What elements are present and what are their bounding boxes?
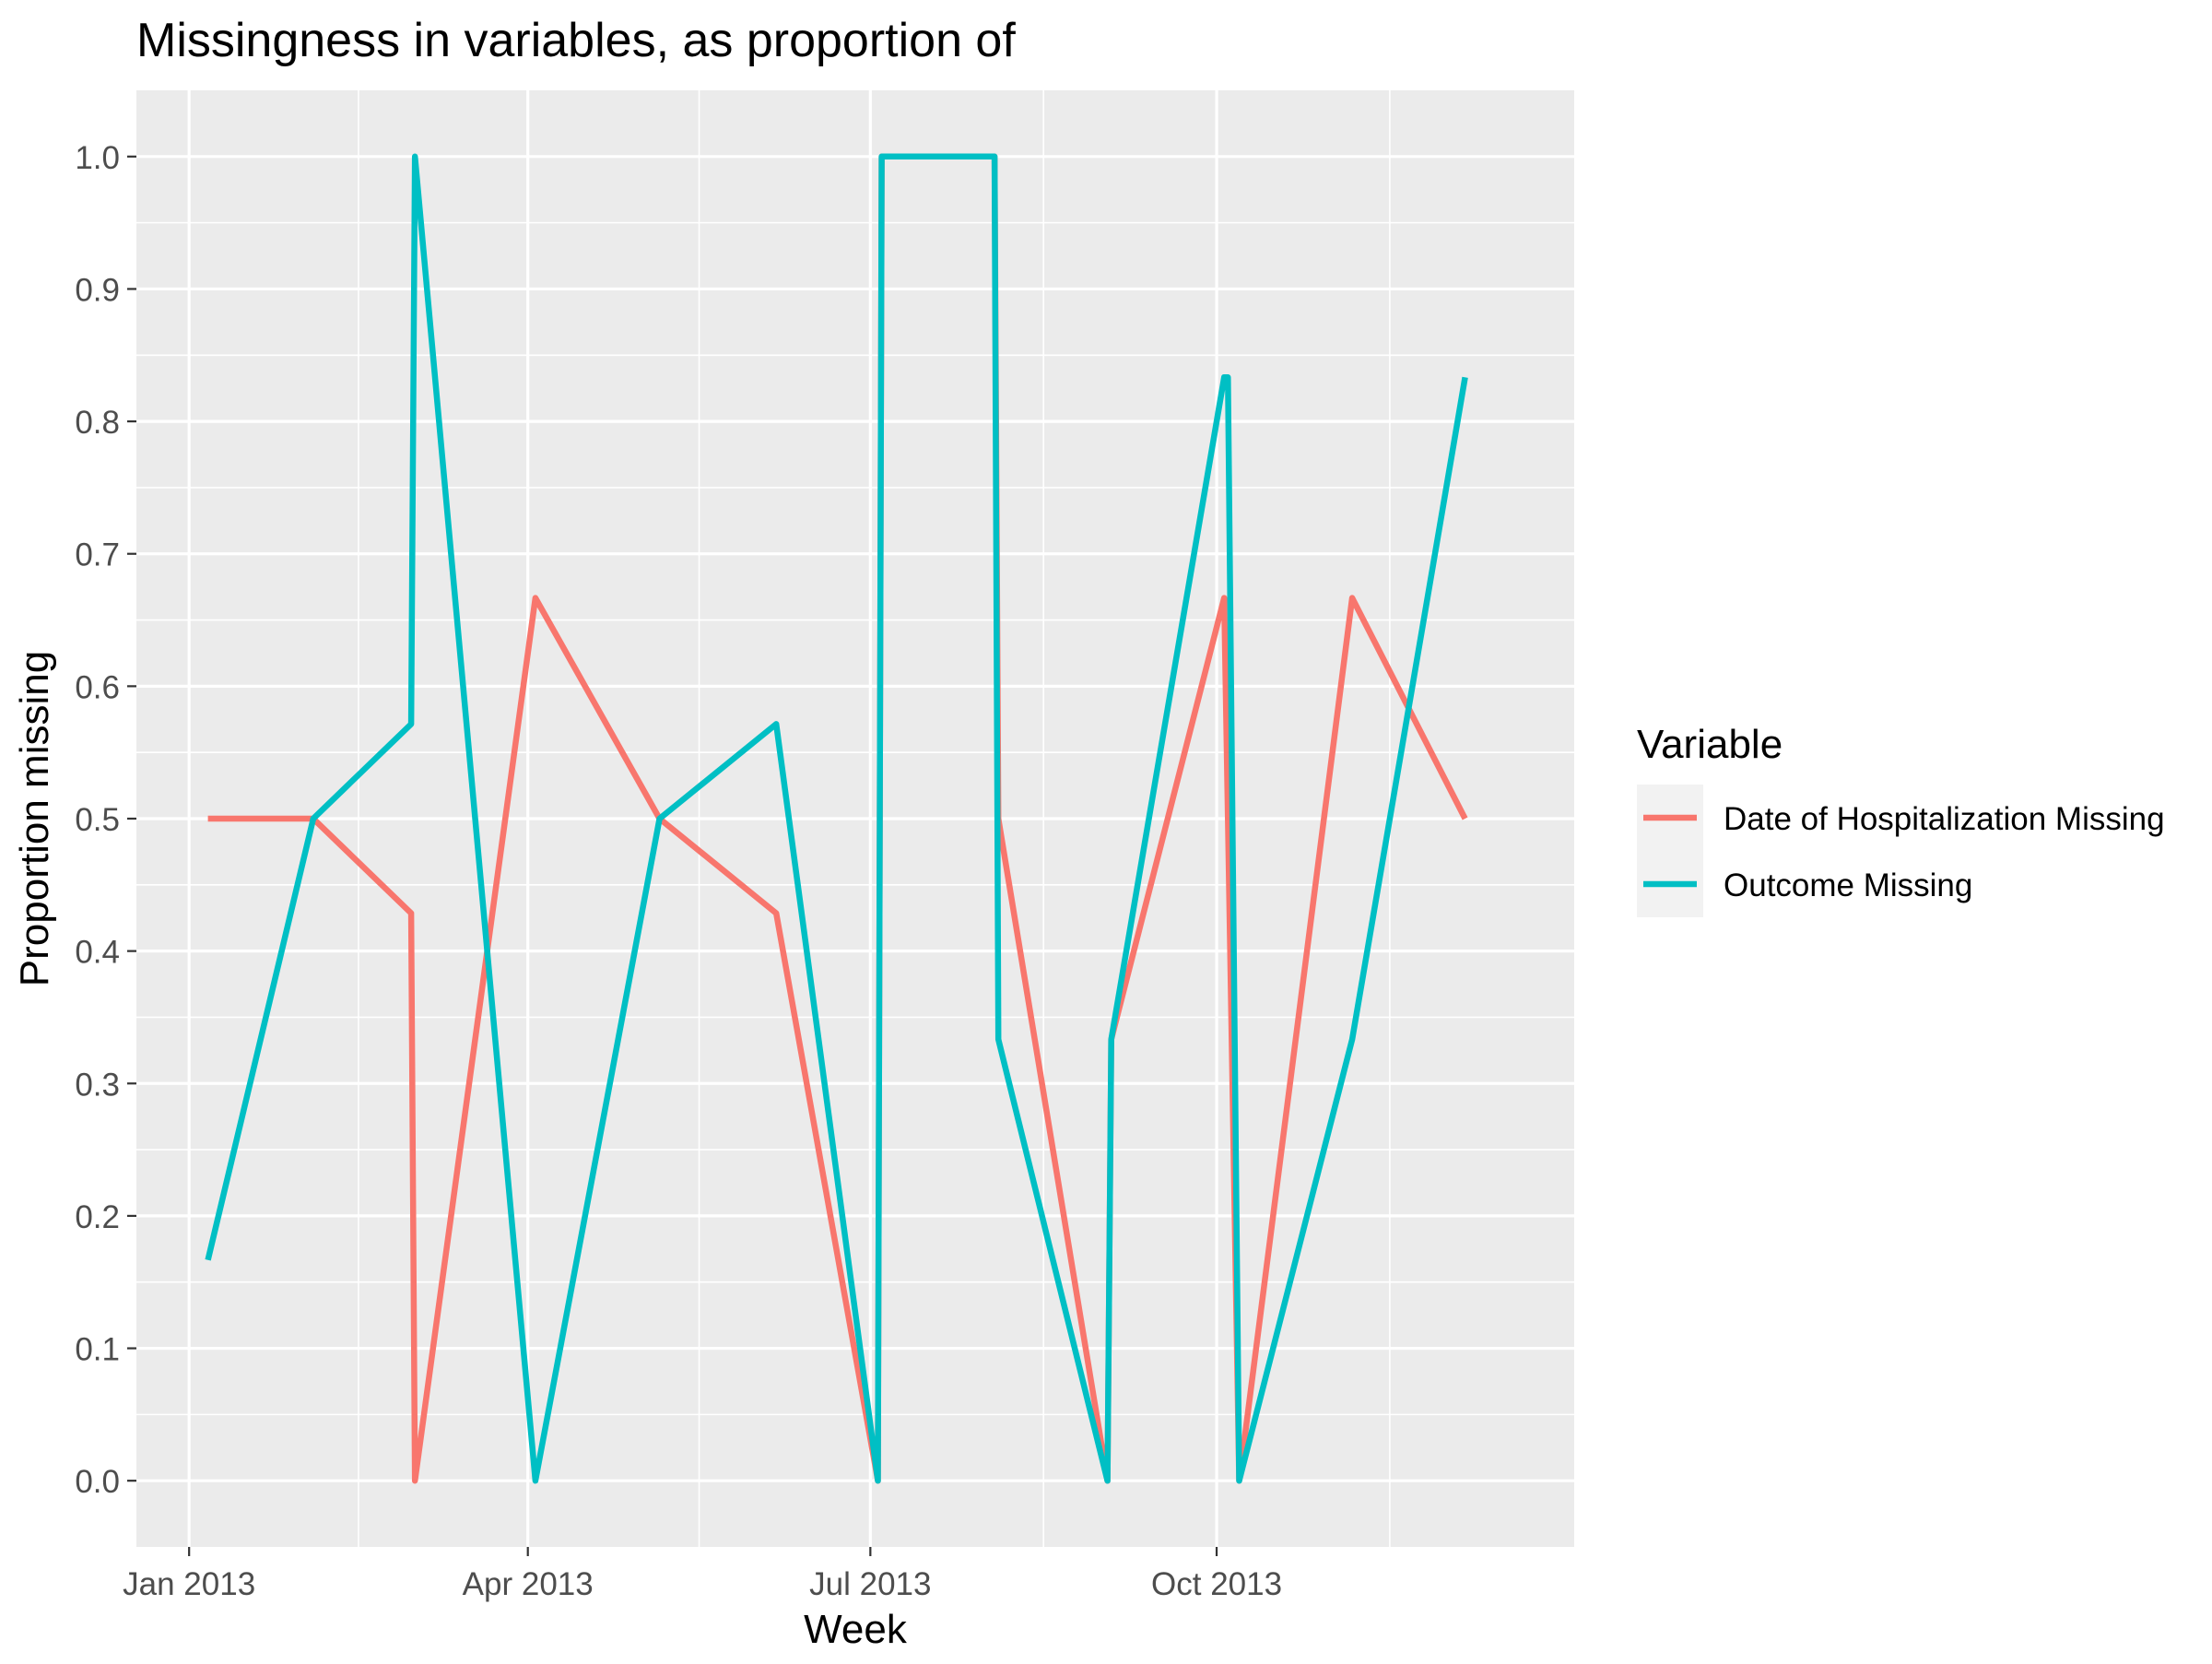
- chart-title: Missingness in variables, as proportion …: [136, 14, 1016, 67]
- x-tick-label: Oct 2013: [1151, 1566, 1282, 1602]
- series-layer: [205, 153, 1468, 1484]
- y-tick-label: 0.7: [75, 537, 120, 573]
- y-tick-label: 0.5: [75, 802, 120, 838]
- x-axis-label: Week: [804, 1607, 908, 1652]
- y-tick-label: 0.8: [75, 405, 120, 441]
- x-axis: Jan 2013 Apr 2013 Jul 2013 Oct 2013: [123, 1547, 1282, 1602]
- y-tick-label: 0.1: [75, 1332, 120, 1368]
- y-tick-label: 0.3: [75, 1067, 120, 1103]
- legend-label: Outcome Missing: [1724, 867, 1972, 903]
- y-tick-label: 0.2: [75, 1199, 120, 1235]
- y-tick-label: 0.0: [75, 1464, 120, 1500]
- x-tick-label: Jan 2013: [123, 1566, 255, 1602]
- series-line: [205, 153, 1468, 1484]
- y-tick-label: 0.6: [75, 669, 120, 705]
- x-tick-label: Jul 2013: [809, 1566, 931, 1602]
- y-tick-label: 0.9: [75, 272, 120, 308]
- grid-major: [136, 90, 1574, 1547]
- legend-label: Date of Hospitalization Missing: [1724, 801, 2165, 837]
- legend-title: Variable: [1637, 722, 1783, 767]
- legend-items: Date of Hospitalization Missing Outcome M…: [1637, 785, 2165, 917]
- y-axis: 0.0 0.1 0.2 0.3 0.4 0.5 0.6 0.7 0.8 0.9 1.0: [75, 140, 136, 1500]
- y-tick-label: 1.0: [75, 140, 120, 176]
- y-axis-label: Proportion missing: [12, 651, 57, 986]
- x-tick-label: Apr 2013: [463, 1566, 594, 1602]
- legend: Variable Date of Hospitalization Missing…: [1637, 722, 2165, 917]
- y-tick-label: 0.4: [75, 935, 120, 971]
